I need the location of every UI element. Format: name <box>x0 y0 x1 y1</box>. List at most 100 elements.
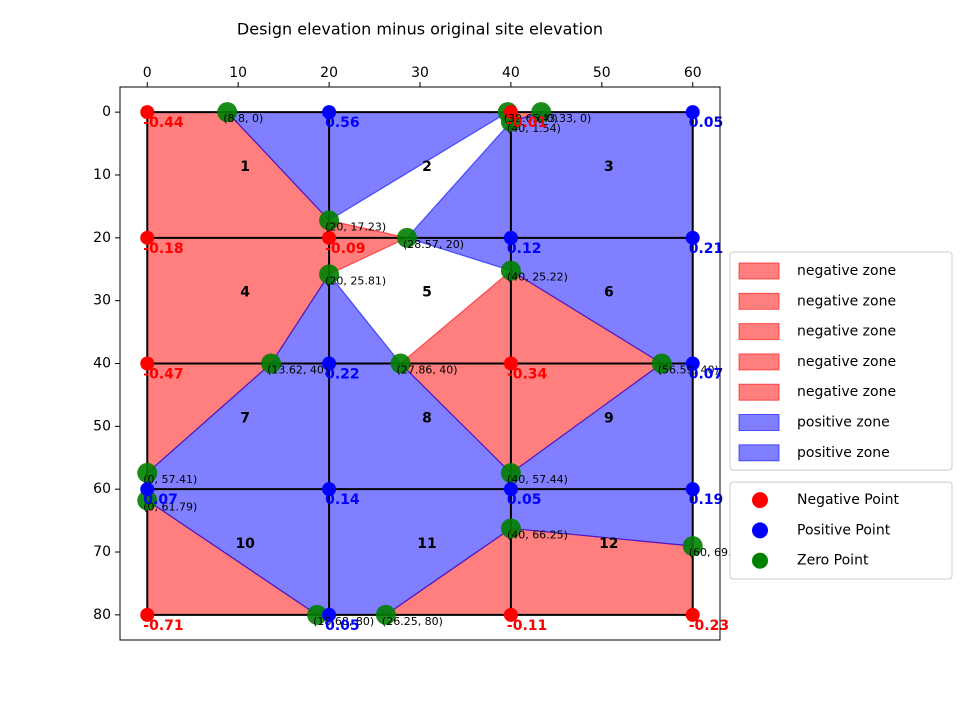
value-label: -0.09 <box>325 241 365 257</box>
legend-label: negative zone <box>797 384 896 400</box>
y-tick-label: 80 <box>93 607 111 623</box>
value-label: 0.07 <box>689 367 724 383</box>
value-label: 0.19 <box>689 492 724 508</box>
legend-label: negative zone <box>797 263 896 279</box>
value-label: 0.07 <box>143 492 178 508</box>
y-tick-label: 20 <box>93 230 111 246</box>
legend-label: Negative Point <box>797 492 900 508</box>
legend-label: positive zone <box>797 415 890 431</box>
grid-point <box>503 482 518 497</box>
legend-swatch <box>738 262 780 280</box>
zero-point-label: (0, 61.79) <box>143 500 197 513</box>
zero-point <box>531 102 552 123</box>
cell-label: 5 <box>422 285 432 301</box>
zero-point-label: (8.8, 0) <box>223 112 263 125</box>
y-tick-label: 50 <box>93 418 111 434</box>
zero-point <box>500 463 521 484</box>
grid-point <box>503 607 518 622</box>
value-label: -0.23 <box>689 618 729 634</box>
y-tick-label: 40 <box>93 356 111 372</box>
cell-label: 3 <box>604 159 614 175</box>
zero-point-label: (43.33, 0) <box>537 112 591 125</box>
cell-label: 2 <box>422 159 432 175</box>
y-tick-label: 10 <box>93 167 111 183</box>
value-label: 0.14 <box>325 492 360 508</box>
legend-label: negative zone <box>797 324 896 340</box>
zero-point-label: (20, 17.23) <box>325 220 386 233</box>
zero-point-label: (13.62, 40) <box>267 364 328 377</box>
legend-label: negative zone <box>797 293 896 309</box>
y-tick-label: 0 <box>102 104 111 120</box>
zero-point <box>375 604 396 625</box>
grid-point <box>322 356 337 371</box>
grid-point <box>140 230 155 245</box>
legend-label: Positive Point <box>797 522 891 538</box>
value-label: -0.44 <box>143 115 184 131</box>
cell-label: 8 <box>422 410 432 426</box>
value-label: 0.56 <box>325 115 360 131</box>
zero-point-label: (20, 25.81) <box>325 274 386 287</box>
cell-label: 6 <box>604 285 614 301</box>
grid-point <box>140 105 155 120</box>
legend-label: Zero Point <box>797 553 869 569</box>
grid-point <box>322 607 337 622</box>
value-label: -0.18 <box>143 241 183 257</box>
legend-marker <box>752 522 768 539</box>
cell-label: 11 <box>417 536 436 552</box>
grid-point <box>140 482 155 497</box>
grid-point <box>685 607 700 622</box>
zero-point <box>500 518 521 539</box>
grid-point <box>140 607 155 622</box>
zero-point-label: (40, 57.44) <box>507 473 568 486</box>
value-label: -0.01 <box>507 115 547 131</box>
legend-swatch <box>738 323 780 341</box>
legend-swatch <box>738 292 780 310</box>
value-label: -0.34 <box>507 367 548 383</box>
grid-point <box>322 105 337 120</box>
legend-swatch <box>738 414 780 431</box>
cell-label: 1 <box>240 159 250 175</box>
zero-point <box>397 227 417 248</box>
value-label: 0.05 <box>325 618 360 634</box>
x-tick-label: 40 <box>502 65 520 81</box>
x-tick-label: 10 <box>229 65 247 81</box>
zero-point <box>319 210 340 231</box>
grid-point <box>503 105 518 120</box>
grid-point <box>685 105 700 120</box>
zero-point <box>137 490 158 511</box>
value-label: -0.47 <box>143 367 183 383</box>
x-tick-label: 30 <box>411 65 429 81</box>
legend-marker <box>752 552 768 569</box>
grid-point <box>140 356 155 371</box>
zero-point <box>500 260 521 281</box>
grid-point <box>503 356 518 371</box>
value-label: 0.05 <box>689 115 724 131</box>
grid-point <box>503 230 518 245</box>
zero-point <box>651 353 672 374</box>
grid-point <box>685 482 700 497</box>
x-tick-label: 60 <box>684 65 702 81</box>
x-tick-label: 20 <box>320 65 338 81</box>
cell-label: 10 <box>235 536 255 552</box>
legend-swatch <box>738 383 780 401</box>
zero-point-label: (40, 25.22) <box>507 271 568 284</box>
cell-label: 4 <box>240 285 250 301</box>
value-label: -0.71 <box>143 618 183 634</box>
y-tick-label: 60 <box>93 481 111 497</box>
zero-point-label: (28.57, 20) <box>403 238 464 251</box>
zero-point <box>137 462 158 483</box>
value-label: 0.22 <box>325 367 360 383</box>
legend-frame <box>729 481 953 580</box>
zero-point <box>307 604 328 625</box>
zero-point <box>261 353 282 374</box>
zero-point-label: (39.65, 0) <box>504 112 558 125</box>
zero-point-label: (0, 57.41) <box>143 473 197 486</box>
legend-label: positive zone <box>797 445 890 461</box>
legend-swatch <box>738 353 780 371</box>
value-label: -0.11 <box>507 618 547 634</box>
x-tick-label: 0 <box>143 65 152 81</box>
zero-point <box>682 536 703 557</box>
grid-point <box>322 230 337 245</box>
cell-label: 12 <box>599 536 618 552</box>
